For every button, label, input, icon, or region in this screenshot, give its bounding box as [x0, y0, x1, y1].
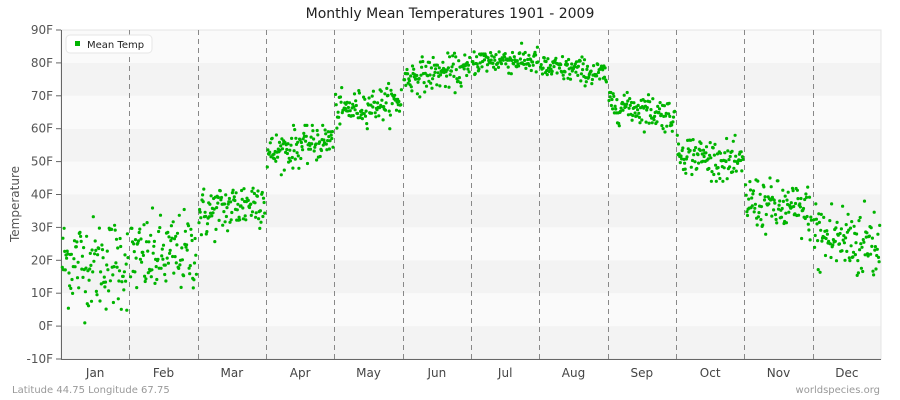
x-tick-label: May [356, 366, 381, 380]
legend-label: Mean Temp [87, 40, 144, 51]
x-tick-label: Jun [426, 366, 446, 380]
y-tick-label: 20F [31, 253, 53, 267]
chart-title: Monthly Mean Temperatures 1901 - 2009 [305, 6, 595, 22]
data-points [60, 41, 882, 325]
location-label: Latitude 44.75 Longitude 67.75 [12, 385, 170, 396]
x-tick-label: Feb [153, 366, 174, 380]
x-tick-label: Aug [562, 366, 585, 380]
x-tick-label: Dec [835, 366, 858, 380]
y-tick-label: 80F [31, 56, 53, 70]
x-tick-label: Apr [290, 366, 311, 380]
y-tick-label: 10F [31, 286, 53, 300]
y-tick-label: -10F [26, 352, 53, 366]
x-tick-label: Mar [221, 366, 244, 380]
x-tick-label: Sep [631, 366, 654, 380]
y-tick-label: 40F [31, 188, 53, 202]
y-tick-label: 70F [31, 89, 53, 103]
x-tick-label: Jul [497, 366, 512, 380]
x-tick-label: Jan [85, 366, 105, 380]
y-tick-label: 60F [31, 122, 53, 136]
y-tick-label: 0F [38, 319, 53, 333]
source-label: worldspecies.org [795, 385, 880, 396]
x-tick-label: Oct [700, 366, 721, 380]
y-tick-label: 30F [31, 220, 53, 234]
y-tick-label: 90F [31, 23, 53, 37]
y-tick-label: 50F [31, 155, 53, 169]
legend-swatch [75, 41, 80, 46]
x-tick-label: Nov [767, 366, 790, 380]
legend: Mean Temp [65, 34, 153, 54]
